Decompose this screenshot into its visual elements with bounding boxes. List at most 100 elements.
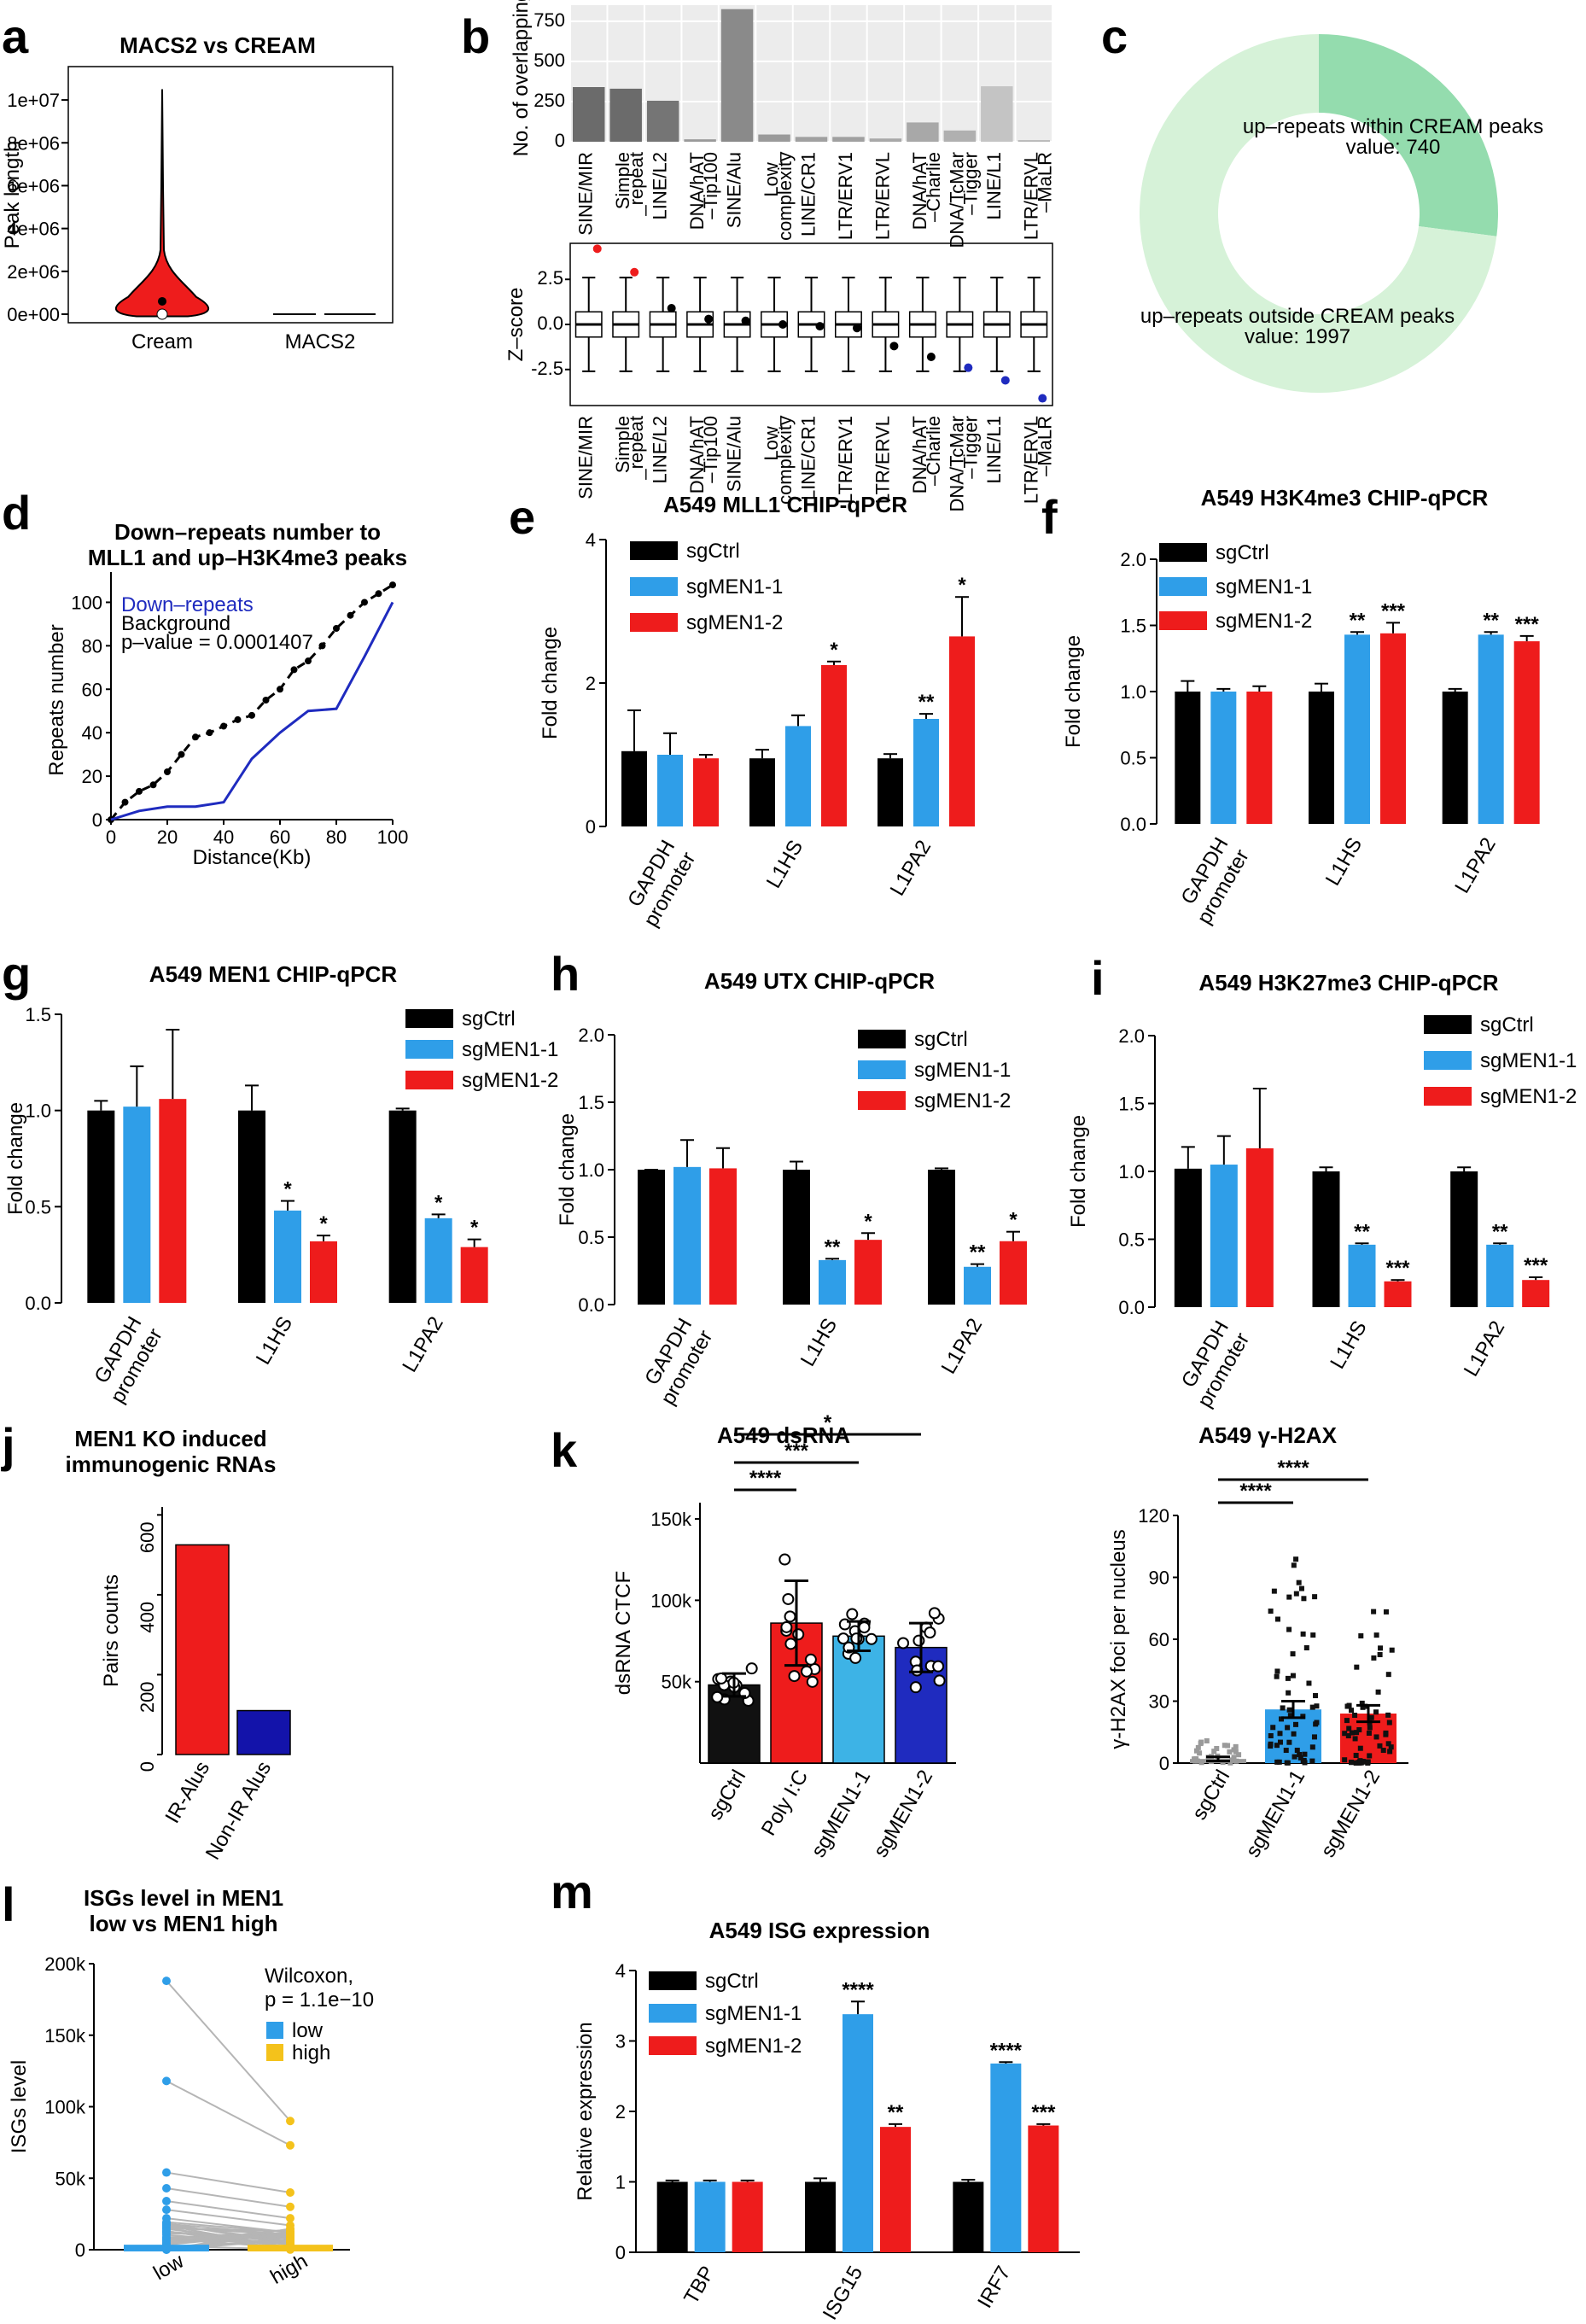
k2-point xyxy=(1291,1651,1296,1656)
b-top-bar xyxy=(832,137,864,142)
m-y-tick-label: 0 xyxy=(615,2242,626,2263)
k1-point xyxy=(898,1638,908,1649)
m-legend-swatch xyxy=(649,2004,697,2023)
g-x-label: L1HS xyxy=(252,1313,297,1369)
i-significance: *** xyxy=(1385,1257,1410,1280)
j-y-tick-label: 200 xyxy=(137,1681,158,1713)
f-y-tick-label: 0.0 xyxy=(1120,814,1146,835)
g-significance: * xyxy=(319,1212,328,1235)
h-bar xyxy=(1000,1241,1027,1305)
d-xlabel: Distance(Kb) xyxy=(193,846,312,869)
i-bar xyxy=(1349,1245,1376,1307)
h-significance: * xyxy=(1009,1209,1017,1232)
f-y-tick-label: 0.5 xyxy=(1120,748,1146,769)
k2-point xyxy=(1312,1734,1317,1739)
b-observed-point xyxy=(593,244,602,253)
h-y-tick-label: 1.0 xyxy=(578,1159,604,1181)
m-y-tick-label: 2 xyxy=(615,2101,626,2123)
c-slice-label: up–repeats outside CREAM peaks xyxy=(1140,305,1455,328)
k2-point xyxy=(1280,1705,1286,1710)
i-y-tick-label: 1.0 xyxy=(1118,1161,1145,1182)
k2-point xyxy=(1304,1645,1309,1650)
d-point-background xyxy=(192,733,199,740)
l-box-low xyxy=(124,2245,209,2251)
h-y-tick-label: 2.0 xyxy=(578,1025,604,1046)
l-pair-line xyxy=(166,2081,290,2145)
h-ylabel: Fold change xyxy=(556,1113,579,1226)
k2-point xyxy=(1390,1648,1395,1653)
m-significance: *** xyxy=(1031,2101,1056,2124)
k2-point xyxy=(1367,1731,1372,1736)
b-bottom-x-label: LTR/ERV1 xyxy=(835,416,856,504)
k2-point xyxy=(1342,1757,1347,1762)
l-legend-low: low xyxy=(292,2019,324,2042)
i-y-tick-label: 1.5 xyxy=(1118,1094,1145,1115)
f-legend-swatch xyxy=(1159,543,1207,562)
a-y-tick-label: 1e+07 xyxy=(7,90,60,111)
f-x-label: GAPDHpromoter xyxy=(1172,834,1254,929)
k2-point xyxy=(1286,1595,1292,1600)
a-violin-cream xyxy=(116,90,208,317)
d-point-background xyxy=(136,788,143,795)
m-bar xyxy=(953,2182,983,2253)
k2-point xyxy=(1381,1748,1386,1753)
m-bar xyxy=(843,2014,873,2252)
e-legend-swatch xyxy=(630,613,678,632)
k2-point xyxy=(1376,1690,1381,1695)
k2-point xyxy=(1358,1746,1363,1751)
e-x-label: L1HS xyxy=(762,837,808,893)
k2-point xyxy=(1278,1731,1283,1736)
m-significance: **** xyxy=(990,2039,1023,2062)
k2-point xyxy=(1293,1556,1298,1562)
k1-point xyxy=(935,1675,945,1685)
l-point-low xyxy=(162,2227,171,2235)
d-point-background xyxy=(164,768,171,775)
d-x-tick-label: 20 xyxy=(157,826,178,848)
e-y-tick-label: 2 xyxy=(586,673,596,694)
i-legend-label: sgCtrl xyxy=(1480,1013,1534,1036)
f-x-label: L1PA2 xyxy=(1450,834,1501,897)
g-legend-swatch xyxy=(405,1040,453,1059)
d-point-background xyxy=(263,697,270,704)
b-top-x-label: SINE/MIR xyxy=(575,152,597,236)
k1-point xyxy=(933,1661,943,1672)
i-x-label: L1PA2 xyxy=(1460,1317,1510,1381)
k2-significance: **** xyxy=(1239,1480,1272,1503)
k2-point xyxy=(1286,1676,1291,1681)
a-ylabel: Peak length xyxy=(1,141,24,249)
l-point-low xyxy=(162,1977,171,1985)
b-top-y-tick-label: 250 xyxy=(534,90,565,111)
e-bar xyxy=(878,758,903,826)
d-point-background xyxy=(291,666,298,673)
h-legend-label: sgMEN1-2 xyxy=(914,1089,1011,1112)
h-x-label: L1PA2 xyxy=(937,1315,988,1378)
f-legend-label: sgCtrl xyxy=(1216,541,1269,564)
d-point-background xyxy=(389,581,396,588)
k2-point xyxy=(1385,1713,1391,1718)
b-bottom-x-label: SINE/Alu xyxy=(724,416,745,492)
k1-point xyxy=(790,1671,800,1681)
b-observed-point xyxy=(889,342,898,350)
d-point-background xyxy=(319,642,326,649)
d-y-tick-label: 80 xyxy=(82,635,102,657)
m-legend-label: sgMEN1-2 xyxy=(705,2035,802,2058)
k2-point xyxy=(1306,1681,1311,1686)
b-top-bar xyxy=(1018,140,1050,142)
k2-point xyxy=(1358,1633,1363,1638)
k1-y-tick-label: 150k xyxy=(650,1509,692,1530)
d-point-background xyxy=(178,751,185,758)
k2-point xyxy=(1286,1627,1292,1632)
l-point-low xyxy=(162,2197,171,2205)
i-bar xyxy=(1210,1165,1238,1307)
m-ylabel: Relative expression xyxy=(574,2022,597,2200)
f-title: A549 H3K4me3 CHIP-qPCR xyxy=(1201,485,1489,511)
b-top-y-tick-label: 0 xyxy=(555,130,565,151)
l-point-high xyxy=(286,2141,294,2150)
m-significance: **** xyxy=(842,1978,874,2001)
g-y-tick-label: 1.5 xyxy=(25,1004,51,1025)
k2-point xyxy=(1291,1673,1296,1679)
g-ylabel: Fold change xyxy=(4,1102,27,1215)
l-y-tick-label: 150k xyxy=(44,2025,86,2047)
b-top-x-label: LTR/ERV1 xyxy=(835,152,856,240)
